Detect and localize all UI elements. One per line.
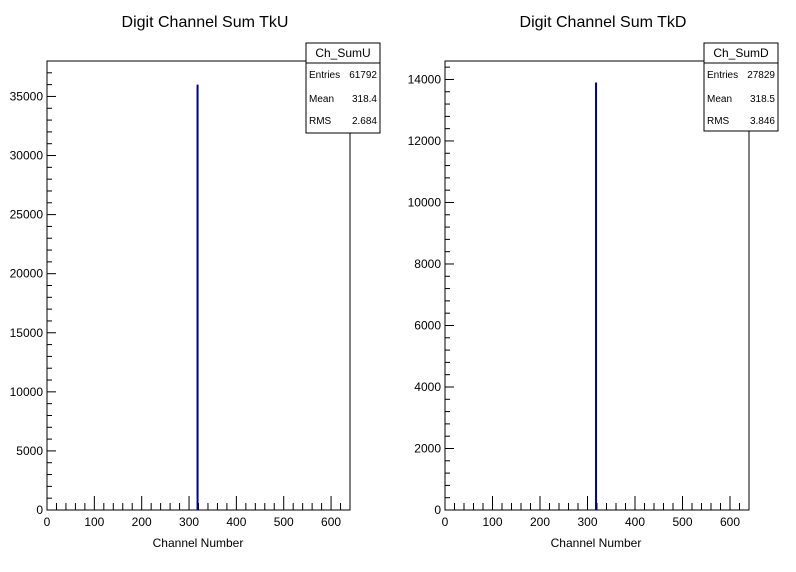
y-tick-label: 5000: [16, 444, 43, 458]
x-tick-label: 100: [482, 515, 502, 529]
x-tick-label: 400: [226, 515, 246, 529]
stats-mean-label: Mean: [707, 94, 732, 105]
stats-mean-value: 318.4: [352, 94, 377, 105]
x-tick-label: 600: [720, 515, 740, 529]
y-tick-label: 2000: [414, 441, 441, 455]
y-tick-label: 4000: [414, 380, 441, 394]
y-tick-label: 6000: [414, 318, 441, 332]
y-tick-label: 12000: [408, 134, 442, 148]
panel-ch-sumd: Digit Channel Sum TkD 0 100 200 300 400 500 60…: [408, 14, 779, 550]
stats-mean-value: 318.5: [750, 94, 775, 105]
chart-title: Digit Channel Sum TkD: [520, 14, 687, 31]
chart-title: Digit Channel Sum TkU: [122, 14, 289, 31]
stats-entries-label: Entries: [309, 70, 340, 81]
y-tick-label: 15000: [10, 326, 44, 340]
y-tick-label: 30000: [10, 149, 44, 163]
y-tick-label: 8000: [414, 257, 441, 271]
y-tick-label: 35000: [10, 89, 44, 103]
x-tick-label: 300: [577, 515, 597, 529]
stats-entries-value: 61792: [349, 70, 377, 81]
stats-rms-label: RMS: [309, 116, 332, 127]
stats-rms-value: 2.684: [352, 116, 377, 127]
x-axis-label: Channel Number: [551, 536, 642, 550]
y-tick-label: 0: [36, 503, 43, 517]
y-tick-label: 25000: [10, 208, 44, 222]
y-tick-label: 10000: [408, 195, 442, 209]
y-tick-label: 0: [434, 503, 441, 517]
x-tick-label: 500: [672, 515, 692, 529]
x-tick-label: 400: [625, 515, 645, 529]
x-tick-label: 200: [132, 515, 152, 529]
stats-rms-label: RMS: [707, 116, 730, 127]
x-tick-label: 500: [274, 515, 294, 529]
stats-rms-value: 3.846: [750, 116, 775, 127]
y-tick-label: 14000: [408, 72, 442, 86]
stats-entries-label: Entries: [707, 70, 738, 81]
stats-name: Ch_SumU: [315, 46, 370, 60]
x-tick-label: 0: [442, 515, 449, 529]
stats-box: Ch_SumU Entries 61792 Mean 318.4 RMS 2.6…: [305, 42, 381, 134]
panel-ch-sumu: Digit Channel Sum TkU 0 100 200 300 400 500 60…: [10, 14, 381, 550]
x-axis-label: Channel Number: [153, 536, 244, 550]
y-tick-label: 10000: [10, 385, 44, 399]
stats-entries-value: 27829: [747, 70, 775, 81]
x-tick-label: 200: [530, 515, 550, 529]
y-tick-label: 20000: [10, 267, 44, 281]
stats-mean-label: Mean: [309, 94, 334, 105]
x-tick-label: 300: [179, 515, 199, 529]
stats-box: Ch_SumD Entries 27829 Mean 318.5 RMS 3.8…: [703, 42, 779, 132]
x-tick-label: 600: [321, 515, 341, 529]
x-tick-label: 0: [44, 515, 51, 529]
x-tick-label: 100: [84, 515, 104, 529]
stats-name: Ch_SumD: [713, 46, 769, 60]
